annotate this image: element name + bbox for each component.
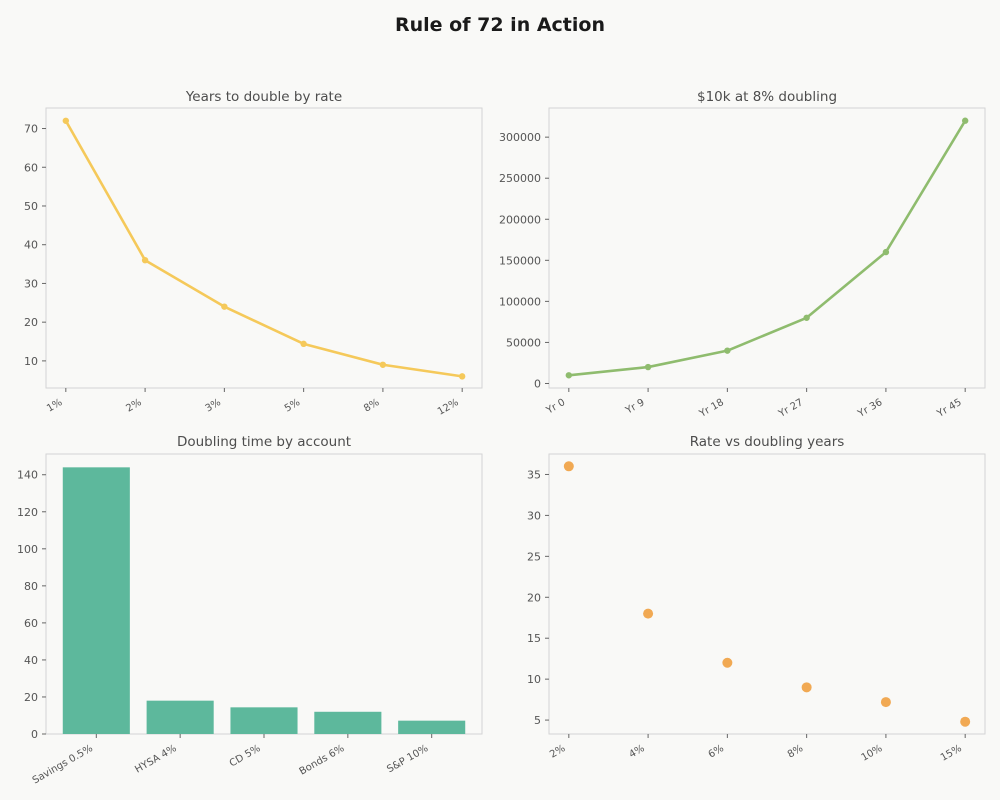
marks-group: 10 20 30 40 50 60 70 1% 2% 3% 5% 8% 12%	[24, 117, 466, 418]
y-tick-label: 10	[24, 355, 38, 368]
x-tick-label: Yr 18	[697, 397, 726, 420]
y-tick-label: 35	[527, 468, 541, 481]
y-tick-label: 80	[24, 580, 38, 593]
bar	[146, 700, 214, 734]
y-tick-label: 50000	[506, 336, 541, 349]
x-tick-label: Yr 45	[935, 397, 964, 420]
y-tick-label: 20	[24, 316, 38, 329]
y-tick-label: 100	[17, 543, 38, 556]
data-point	[62, 117, 70, 124]
y-tick-label: 0	[534, 377, 541, 390]
bar	[230, 707, 298, 734]
y-tick-label: 70	[24, 123, 38, 136]
y-tick-label: 15	[527, 632, 541, 645]
bar	[314, 711, 382, 734]
x-tick-label: Bonds 6%	[298, 743, 347, 777]
y-tick-label: 140	[17, 469, 38, 482]
plot-area	[45, 107, 483, 389]
panel-10k-growth: $10k at 8% doubling 0 50000 100000 150000 20…	[499, 89, 986, 420]
y-tick-label: 0	[31, 728, 38, 741]
panel-years-to-double: Years to double by rate 10 20 30 40 50 60 70 1%…	[24, 89, 483, 418]
x-tick-label: Savings 0.5%	[31, 743, 95, 786]
data-point	[141, 256, 149, 264]
panel-title: Years to double by rate	[185, 89, 342, 105]
x-tick-label: 6%	[707, 743, 726, 760]
y-tick-label: 20	[24, 691, 38, 704]
x-tick-label: CD 5%	[228, 743, 263, 769]
x-tick-label: Yr 27	[776, 397, 805, 420]
y-tick-label: 100000	[499, 295, 541, 308]
y-tick-label: 300000	[499, 131, 541, 144]
x-tick-label: Yr 36	[855, 397, 884, 420]
scatter-point	[563, 461, 574, 472]
data-point	[221, 303, 228, 310]
y-tick-label: 150000	[499, 254, 541, 267]
y-tick-label: 30	[527, 509, 541, 522]
x-tick-label: 2%	[124, 397, 143, 414]
bar	[398, 720, 466, 734]
scatter-point	[801, 682, 812, 693]
panel-title: $10k at 8% doubling	[697, 89, 837, 105]
x-tick-label: 2%	[548, 743, 567, 760]
x-tick-label: 3%	[204, 397, 223, 414]
scatter-point	[643, 608, 654, 619]
y-tick-label: 60	[24, 161, 38, 174]
data-point	[724, 347, 731, 354]
x-tick-label: Yr 9	[623, 397, 646, 417]
x-tick-label: 1%	[45, 397, 64, 414]
x-tick-label: 15%	[939, 743, 964, 764]
y-tick-label: 25	[527, 550, 541, 563]
y-tick-label: 200000	[499, 213, 541, 226]
figure-title: Rule of 72 in Action	[395, 14, 605, 36]
panel-title: Doubling time by account	[177, 434, 351, 450]
y-tick-label: 50	[24, 200, 38, 213]
y-tick-label: 40	[24, 654, 38, 667]
panel-doubling-by-account: Doubling time by account 0 20 40 60 80 100 120…	[17, 434, 483, 786]
x-tick-label: 4%	[627, 743, 646, 760]
y-tick-label: 120	[17, 506, 38, 519]
y-tick-label: 20	[527, 591, 541, 604]
x-tick-label: 10%	[860, 743, 885, 764]
data-point	[961, 117, 969, 124]
data-point	[379, 361, 387, 368]
panel-title: Rate vs doubling years	[690, 434, 845, 450]
data-point	[300, 340, 307, 348]
series-line	[568, 120, 967, 377]
y-tick-label: 250000	[499, 172, 541, 185]
x-tick-label: 12%	[436, 397, 461, 418]
x-tick-label: 8%	[362, 397, 381, 414]
scatter-point	[722, 657, 733, 668]
scatter-point	[880, 697, 891, 708]
y-tick-label: 5	[534, 714, 541, 727]
data-point	[458, 373, 466, 380]
x-tick-label: 8%	[786, 743, 805, 760]
y-tick-label: 30	[24, 277, 38, 290]
data-point	[803, 314, 810, 321]
scatter-point	[960, 716, 971, 727]
x-tick-label: S&P 10%	[385, 743, 430, 775]
plot-area	[548, 453, 986, 735]
y-tick-label: 10	[527, 673, 541, 686]
x-tick-label: 5%	[283, 397, 302, 414]
bar	[62, 467, 130, 734]
series-line	[64, 120, 463, 378]
x-tick-label: HYSA 4%	[133, 743, 178, 776]
y-tick-label: 40	[24, 239, 38, 252]
x-tick-label: Yr 0	[544, 397, 567, 417]
panel-rate-vs-years: Rate vs doubling years 5 10 15 20 25 30 35 2% 4%…	[527, 434, 986, 764]
y-tick-label: 60	[24, 617, 38, 630]
plot-area	[548, 107, 986, 389]
data-point	[644, 363, 652, 371]
data-point	[565, 372, 573, 379]
data-point	[882, 248, 890, 256]
